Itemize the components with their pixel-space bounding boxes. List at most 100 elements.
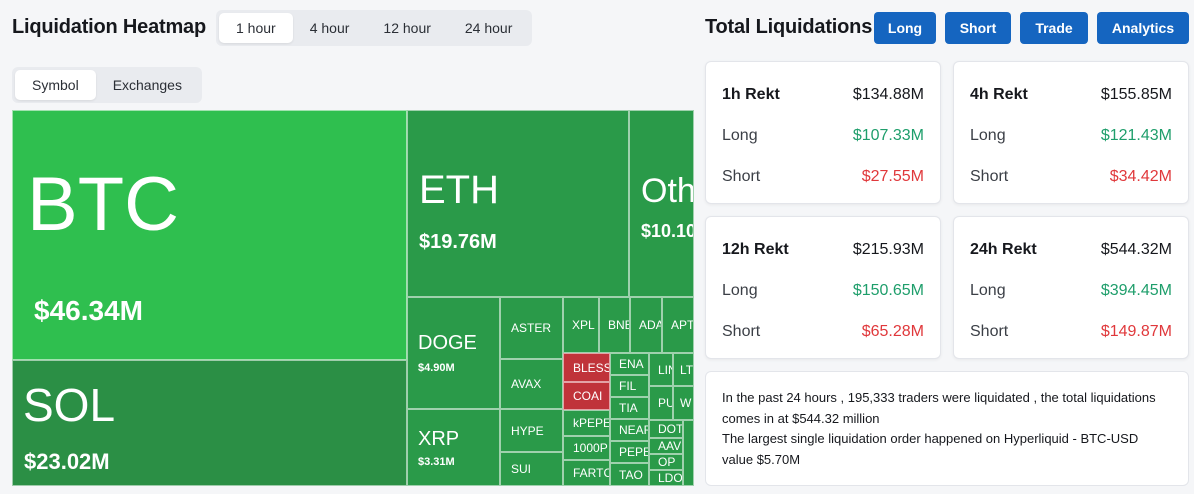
tile-pepe-symbol: PEPE bbox=[619, 445, 649, 459]
tile-others[interactable]: Oth $10.10 bbox=[629, 110, 694, 297]
short-button[interactable]: Short bbox=[945, 12, 1011, 44]
short-label: Short bbox=[970, 323, 1009, 340]
tile-lt-symbol: LT bbox=[680, 362, 694, 377]
heatmap-title: Liquidation Heatmap bbox=[12, 16, 206, 38]
tile-pu[interactable]: PU bbox=[649, 386, 673, 420]
card-label: 1h Rekt bbox=[722, 86, 780, 103]
tile-others-value: $10.10 bbox=[641, 221, 694, 241]
long-value: $107.33M bbox=[852, 127, 924, 144]
tile-tia-symbol: TIA bbox=[619, 401, 638, 415]
tile-aster-symbol: ASTER bbox=[511, 321, 552, 335]
long-button[interactable]: Long bbox=[874, 12, 936, 44]
tab-12-hour[interactable]: 12 hour bbox=[383, 20, 431, 36]
tile-ena[interactable]: ENA bbox=[610, 353, 649, 375]
short-value: $34.42M bbox=[1109, 168, 1172, 185]
tile-sui[interactable]: SUI bbox=[500, 452, 563, 486]
long-value: $150.65M bbox=[852, 282, 924, 299]
time-range-tabs: 1 hour 4 hour 12 hour 24 hour bbox=[216, 10, 533, 46]
tile-eth-symbol: ETH bbox=[419, 168, 499, 212]
tile-misc[interactable] bbox=[683, 420, 694, 486]
tile-dot-symbol: DOT bbox=[658, 422, 683, 436]
card-12h-rekt: 12h Rekt $215.93M Long $150.65M Short $65.2… bbox=[705, 216, 941, 359]
tile-lt[interactable]: LT bbox=[673, 353, 694, 386]
tile-bless[interactable]: BLESS bbox=[563, 353, 610, 382]
short-label: Short bbox=[722, 323, 761, 340]
liquidation-treemap: BTC $46.34M SOL $23.02M ETH $19.76M Oth … bbox=[12, 110, 694, 486]
tile-tao-symbol: TAO bbox=[619, 467, 643, 482]
tile-sol-value: $23.02M bbox=[24, 449, 110, 474]
tile-tao[interactable]: TAO bbox=[610, 463, 649, 486]
tile-fartc[interactable]: FARTC bbox=[563, 460, 610, 486]
tile-ldo-symbol: LDO bbox=[658, 471, 683, 485]
tile-1000p[interactable]: 1000P bbox=[563, 436, 610, 460]
tile-w[interactable]: W bbox=[673, 386, 694, 420]
total-liquidations-title: Total Liquidations bbox=[705, 16, 873, 38]
analytics-button[interactable]: Analytics bbox=[1097, 12, 1189, 44]
tile-btc-value: $46.34M bbox=[34, 295, 143, 326]
tile-ada[interactable]: ADA bbox=[630, 297, 662, 353]
tile-1000p-symbol: 1000P bbox=[573, 441, 608, 455]
tab-4-hour[interactable]: 4 hour bbox=[309, 20, 350, 36]
tile-sol[interactable]: SOL $23.02M bbox=[12, 360, 407, 486]
card-total: $134.88M bbox=[852, 86, 924, 103]
tile-xrp-value: $3.31M bbox=[418, 456, 455, 468]
tile-fartc-symbol: FARTC bbox=[573, 466, 610, 480]
tile-lin-symbol: LIN bbox=[658, 362, 672, 377]
tile-tia[interactable]: TIA bbox=[610, 397, 649, 419]
tab-1-hour[interactable]: 1 hour bbox=[219, 13, 293, 43]
view-tabs: Symbol Exchanges bbox=[12, 67, 202, 103]
tile-pepe[interactable]: PEPE bbox=[610, 441, 649, 463]
tile-dot[interactable]: DOT bbox=[649, 420, 683, 438]
tile-avax[interactable]: AVAX bbox=[500, 359, 563, 409]
tab-exchanges[interactable]: Exchanges bbox=[112, 77, 182, 93]
long-label: Long bbox=[722, 282, 758, 299]
tile-near[interactable]: NEAR bbox=[610, 419, 649, 441]
tile-aav[interactable]: AAV bbox=[649, 438, 683, 454]
tile-xrp-symbol: XRP bbox=[418, 428, 460, 450]
tile-hype-symbol: HYPE bbox=[511, 423, 544, 438]
tile-doge[interactable]: DOGE $4.90M bbox=[407, 297, 500, 409]
tile-bless-symbol: BLESS bbox=[573, 360, 610, 375]
trade-button[interactable]: Trade bbox=[1020, 12, 1088, 44]
summary-largest-order-text: The largest single liquidation order hap… bbox=[722, 431, 1139, 467]
card-4h-rekt: 4h Rekt $155.85M Long $121.43M Short $34.42… bbox=[953, 61, 1189, 204]
tile-hype[interactable]: HYPE bbox=[500, 409, 563, 452]
tile-apt[interactable]: APT bbox=[662, 297, 694, 353]
short-label: Short bbox=[722, 168, 761, 185]
short-label: Short bbox=[970, 168, 1009, 185]
tile-aster[interactable]: ASTER bbox=[500, 297, 563, 359]
tab-symbol[interactable]: Symbol bbox=[15, 70, 96, 100]
card-label: 12h Rekt bbox=[722, 241, 789, 258]
tile-op[interactable]: OP bbox=[649, 454, 683, 470]
card-label: 24h Rekt bbox=[970, 241, 1037, 258]
tile-ena-symbol: ENA bbox=[619, 357, 644, 371]
tile-coai[interactable]: COAI bbox=[563, 382, 610, 410]
tile-eth[interactable]: ETH $19.76M bbox=[407, 110, 629, 297]
tile-xrp[interactable]: XRP $3.31M bbox=[407, 409, 500, 486]
long-label: Long bbox=[970, 127, 1006, 144]
tile-btc[interactable]: BTC $46.34M bbox=[12, 110, 407, 360]
tile-kpepe-symbol: kPEPE bbox=[573, 416, 610, 430]
tile-fil[interactable]: FIL bbox=[610, 375, 649, 397]
tab-24-hour[interactable]: 24 hour bbox=[464, 20, 513, 36]
card-total: $544.32M bbox=[1100, 241, 1172, 258]
tile-apt-symbol: APT bbox=[671, 318, 694, 332]
short-value: $27.55M bbox=[861, 168, 924, 185]
tile-xpl[interactable]: XPL bbox=[563, 297, 599, 353]
tile-sol-symbol: SOL bbox=[23, 379, 116, 431]
long-label: Long bbox=[722, 127, 758, 144]
tile-ldo[interactable]: LDO bbox=[649, 470, 683, 486]
tile-others-symbol: Oth bbox=[641, 172, 694, 210]
tile-w-symbol: W bbox=[680, 396, 692, 410]
tile-near-symbol: NEAR bbox=[619, 423, 648, 437]
card-total: $215.93M bbox=[852, 241, 924, 258]
tile-bne[interactable]: BNE bbox=[599, 297, 630, 353]
tile-lin[interactable]: LIN bbox=[649, 353, 673, 386]
tile-aav-symbol: AAV bbox=[658, 439, 682, 453]
tile-kpepe[interactable]: kPEPE bbox=[563, 410, 610, 436]
tile-op-symbol: OP bbox=[658, 455, 676, 469]
short-value: $65.28M bbox=[861, 323, 924, 340]
card-label: 4h Rekt bbox=[970, 86, 1028, 103]
long-label: Long bbox=[970, 282, 1006, 299]
